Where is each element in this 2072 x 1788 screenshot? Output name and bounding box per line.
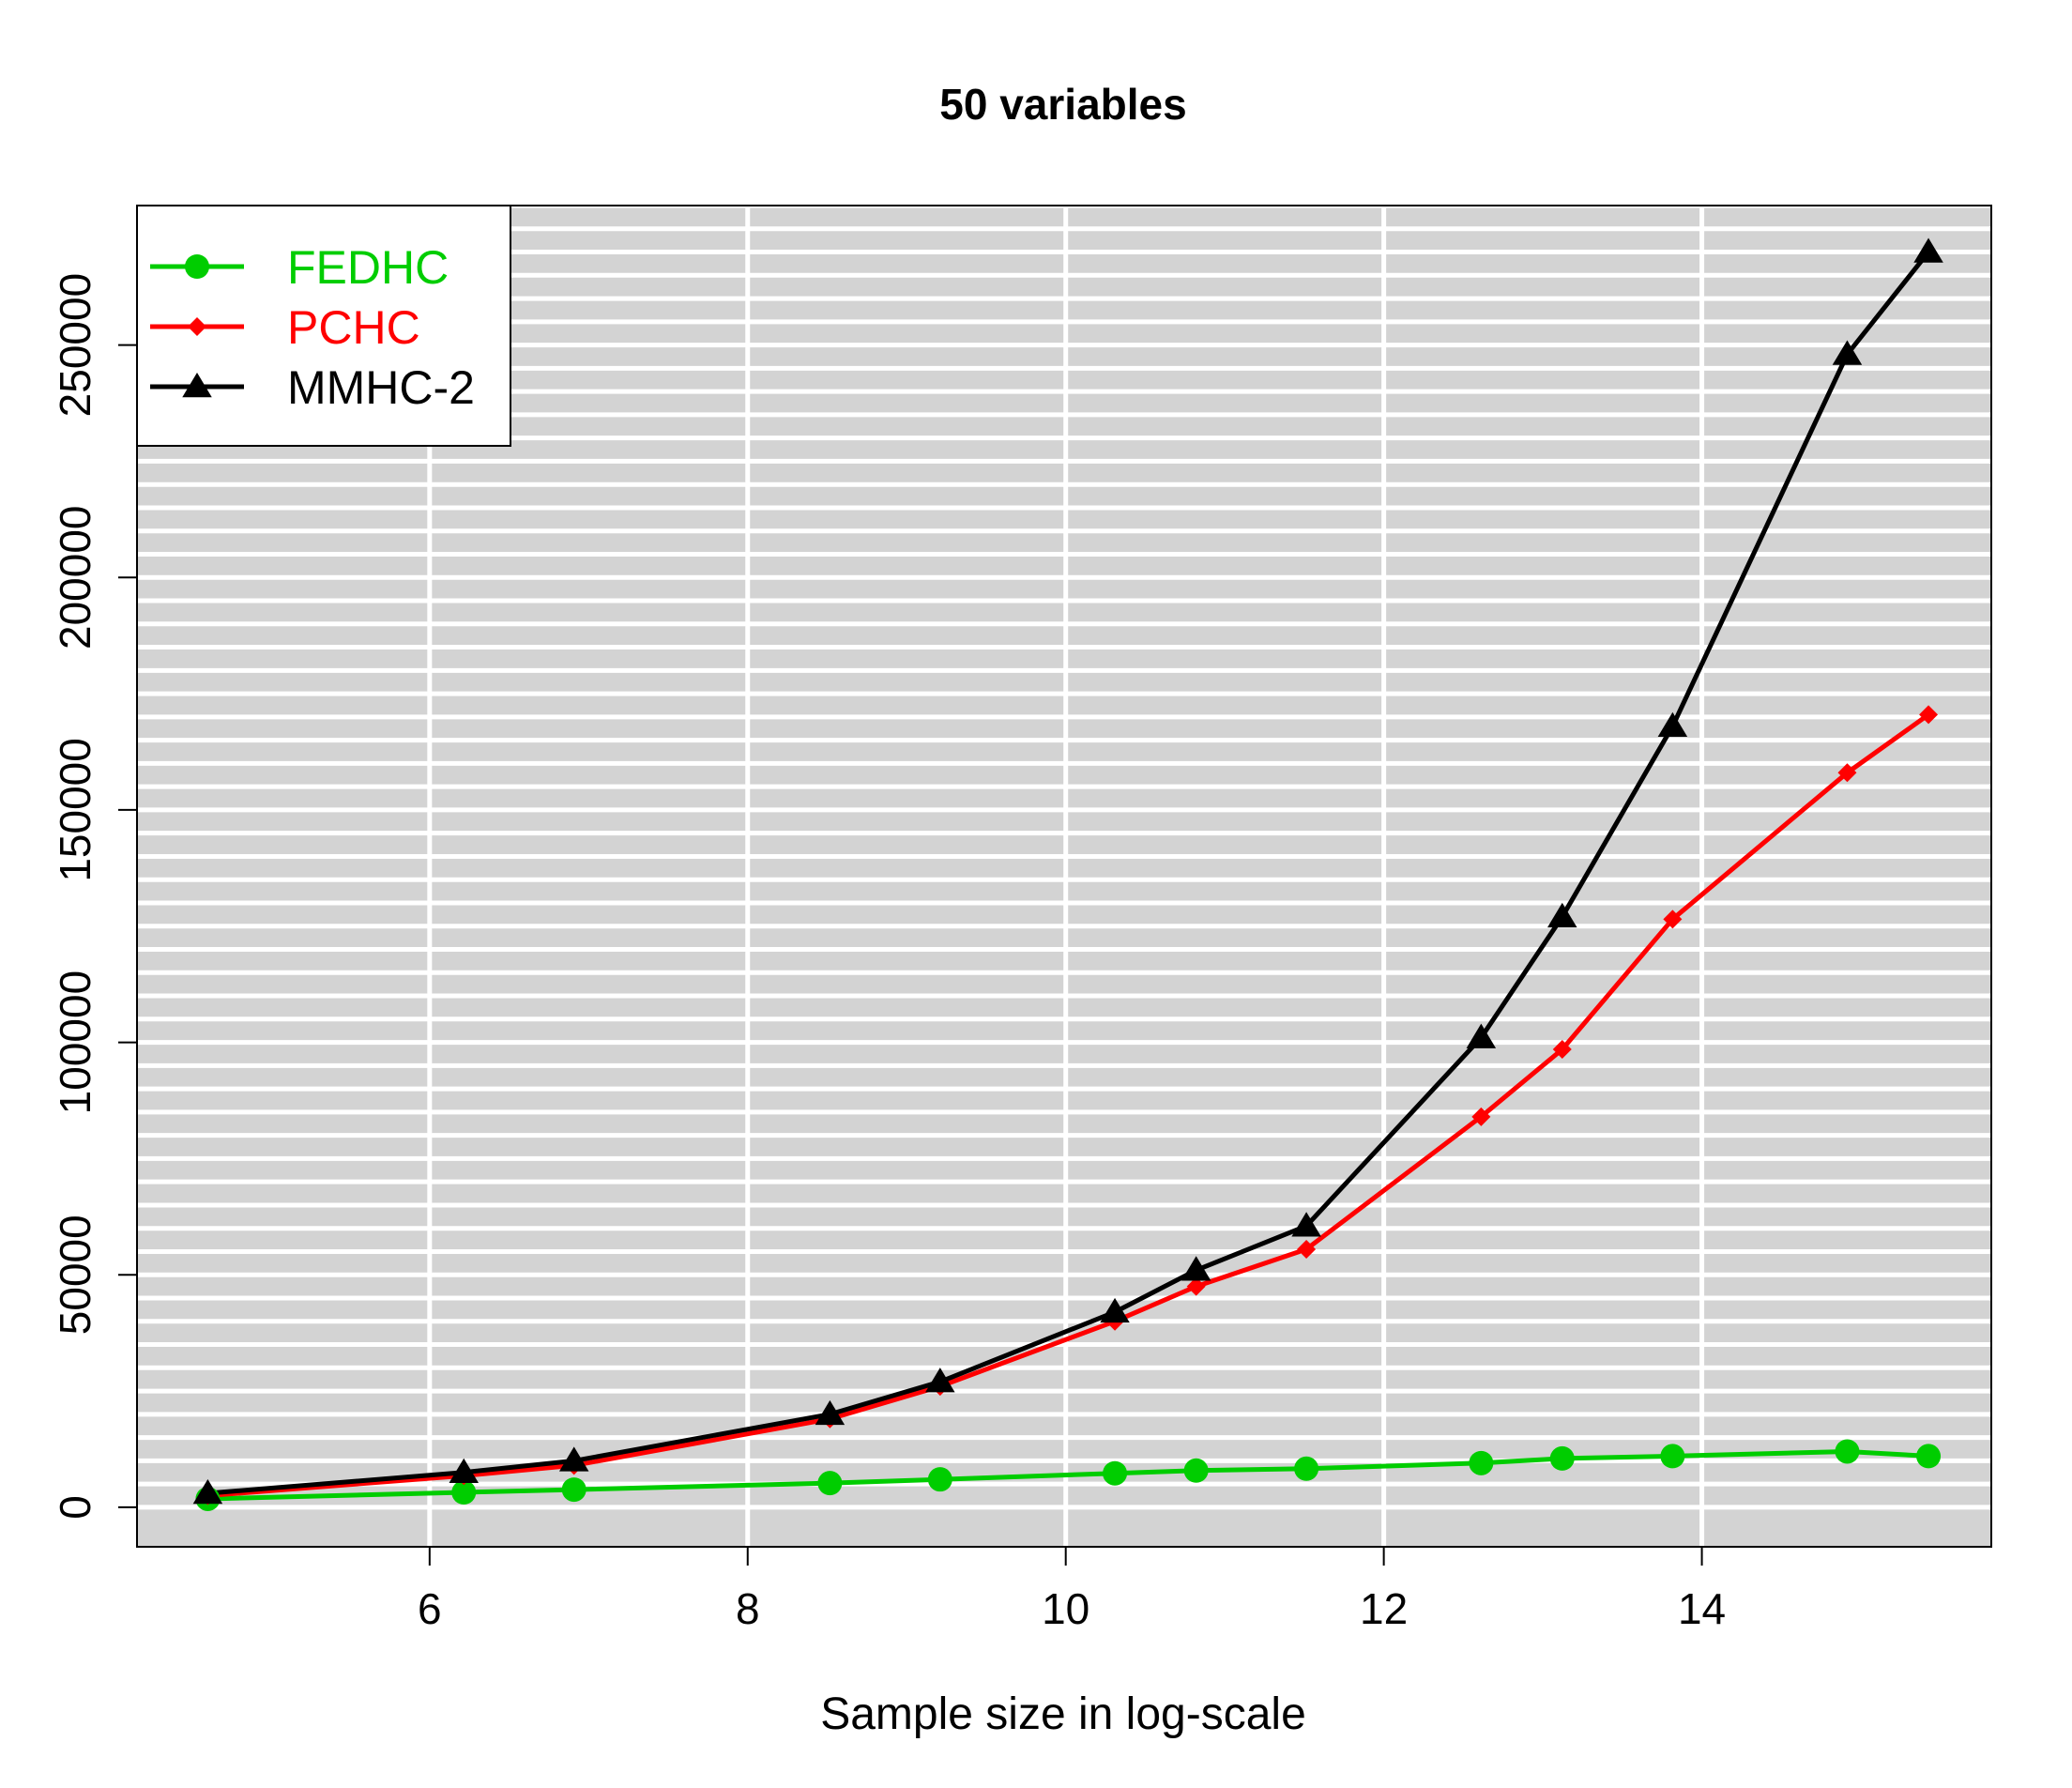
data-point-mmhc-2 [1466, 1023, 1497, 1048]
data-point-pchc [1919, 705, 1939, 725]
data-point-fedhc [1916, 1444, 1942, 1469]
data-point-pchc [1663, 909, 1683, 929]
legend-marker-pchc [188, 317, 206, 336]
legend-label-mmhc-2: MMHC-2 [287, 361, 475, 414]
x-tick-label: 6 [418, 1584, 442, 1633]
data-point-pchc [1297, 1239, 1317, 1259]
data-point-fedhc [1469, 1450, 1494, 1475]
data-point-fedhc [1103, 1460, 1128, 1486]
x-tick-label: 8 [736, 1584, 760, 1633]
x-tick-label: 14 [1678, 1584, 1726, 1633]
legend-label-fedhc: FEDHC [287, 241, 449, 294]
data-point-fedhc [927, 1467, 952, 1492]
data-point-fedhc [817, 1471, 843, 1496]
x-axis-label: Sample size in log-scale [820, 1689, 1306, 1739]
data-point-mmhc-2 [815, 1399, 846, 1426]
y-tick-label: 50000 [51, 1215, 99, 1335]
legend-marker-fedhc [185, 254, 209, 279]
data-point-fedhc [451, 1480, 477, 1505]
data-point-mmhc-2 [925, 1368, 955, 1393]
x-tick-label: 10 [1042, 1584, 1089, 1633]
data-point-mmhc-2 [1181, 1256, 1211, 1281]
legend: FEDHC PCHC MMHC-2 [136, 205, 511, 447]
y-tick-label: 0 [51, 1495, 99, 1520]
data-point-mmhc-2 [558, 1446, 589, 1472]
series-markers [192, 237, 1943, 1511]
plot-frame [136, 205, 1992, 1548]
data-point-pchc [1837, 763, 1857, 783]
data-point-pchc [1471, 1107, 1491, 1126]
data-point-fedhc [561, 1477, 587, 1503]
data-point-fedhc [1294, 1456, 1319, 1481]
y-tick-label: 150000 [51, 738, 99, 882]
data-point-mmhc-2 [1547, 902, 1577, 928]
legend-label-pchc: PCHC [287, 301, 420, 354]
data-point-mmhc-2 [1832, 340, 1863, 365]
data-point-mmhc-2 [1100, 1297, 1130, 1323]
y-tick-label: 200000 [51, 506, 99, 650]
data-point-pchc [1552, 1040, 1572, 1060]
data-point-mmhc-2 [449, 1458, 480, 1483]
data-point-mmhc-2 [1291, 1212, 1321, 1237]
legend-marker-mmhc-2 [182, 373, 212, 398]
axes: 6 8 10 12 14 0 50000 100000 150000 200000 250000 [51, 205, 1992, 1633]
data-point-mmhc-2 [192, 1479, 223, 1505]
data-point-pchc [1186, 1276, 1206, 1296]
data-point-mmhc-2 [1913, 237, 1943, 263]
data-point-mmhc-2 [1657, 711, 1688, 738]
data-point-fedhc [1549, 1445, 1575, 1471]
x-tick-label: 12 [1360, 1584, 1408, 1633]
data-point-fedhc [1835, 1439, 1860, 1464]
y-tick-label: 100000 [51, 970, 99, 1115]
data-point-fedhc [1660, 1444, 1685, 1469]
chart-title: 50 variables [939, 80, 1186, 129]
data-point-fedhc [1183, 1458, 1209, 1483]
y-tick-label: 250000 [51, 273, 99, 418]
